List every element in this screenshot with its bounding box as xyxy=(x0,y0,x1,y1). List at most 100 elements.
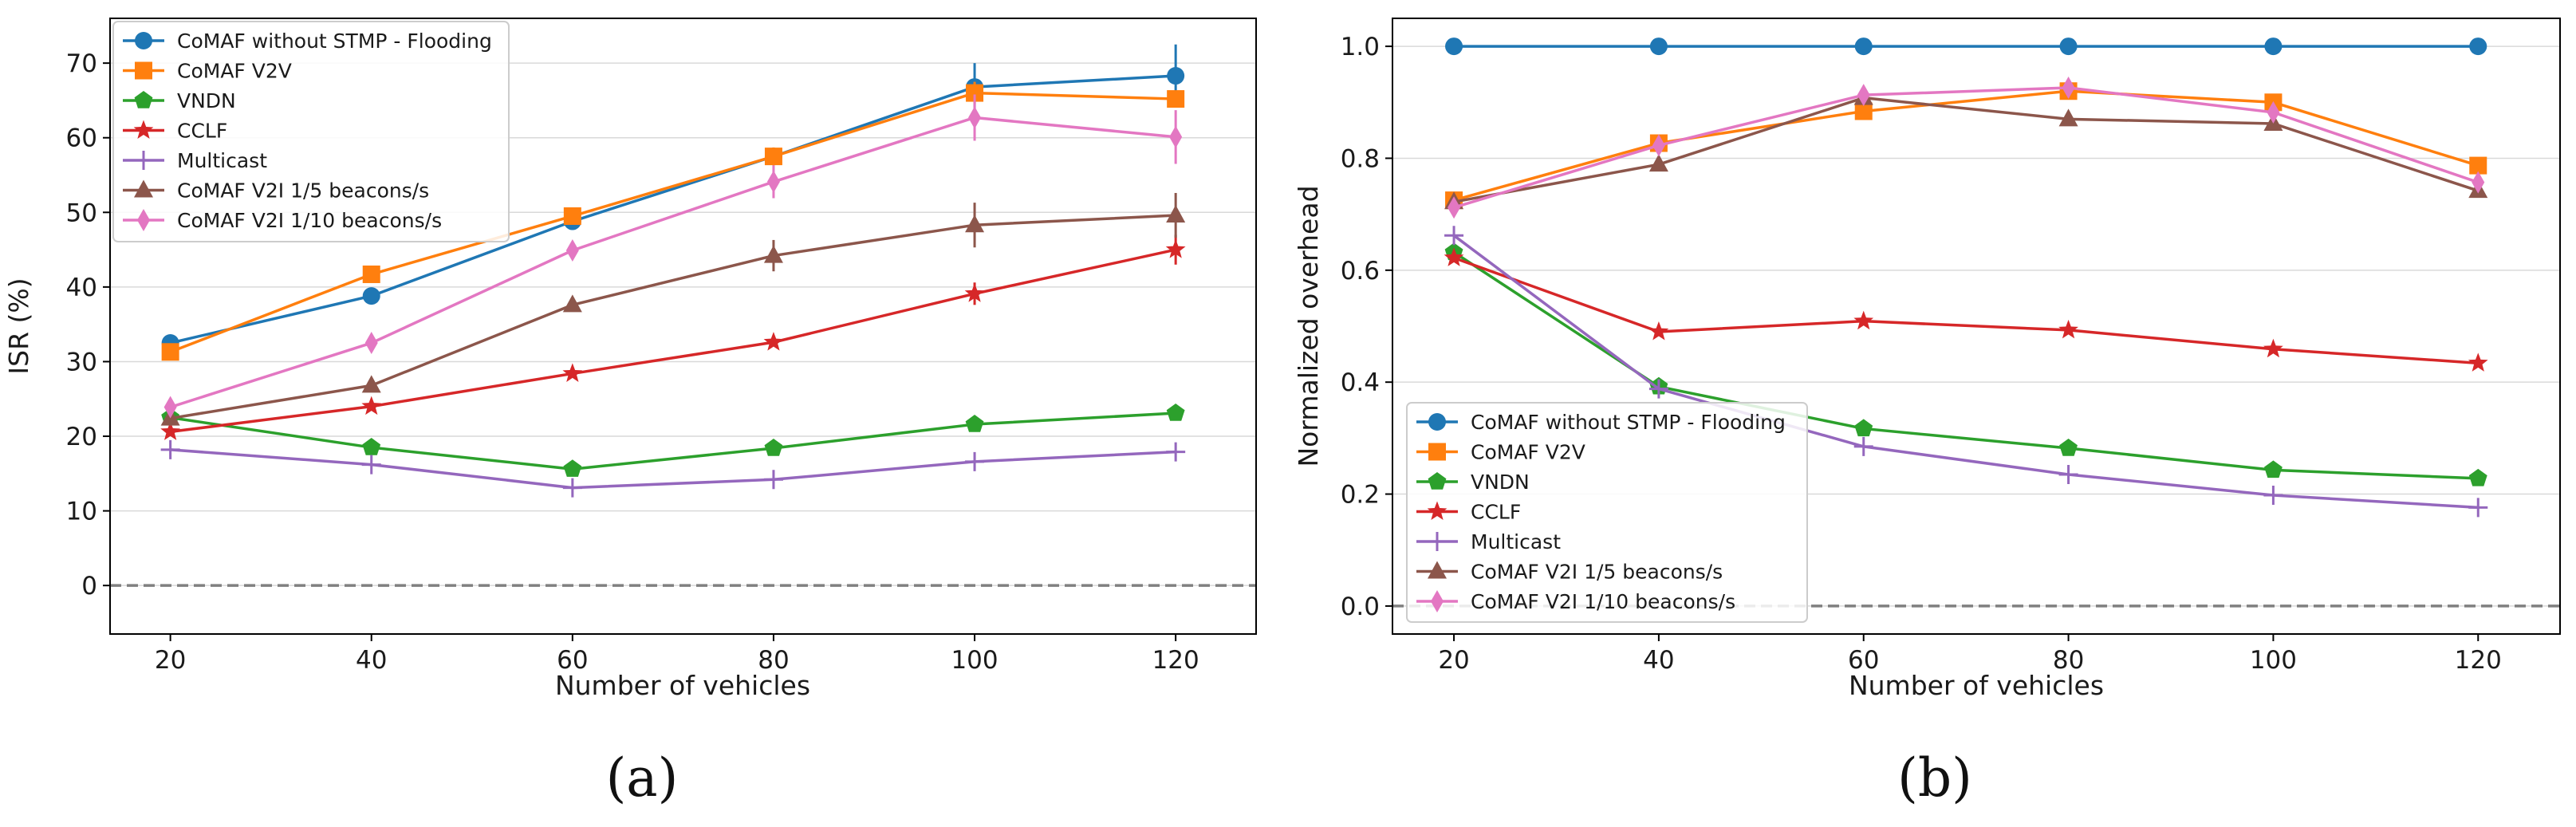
data-point xyxy=(362,438,381,455)
legend-frame xyxy=(1406,402,1808,623)
data-point xyxy=(2264,37,2283,56)
series-comaf-v2i-1-10-beacons-s xyxy=(163,94,1183,419)
legend-entry-comaf-v2i-1-10-beacons-s: CoMAF V2I 1/10 beacons/s xyxy=(1471,590,1735,613)
data-point xyxy=(364,332,378,355)
y-tick-label: 0 xyxy=(81,572,97,601)
data-point xyxy=(563,459,582,477)
data-point xyxy=(1166,442,1186,462)
panel-label: (b) xyxy=(1897,747,1972,809)
x-tick-label: 40 xyxy=(356,646,387,675)
data-point xyxy=(1167,67,1185,85)
data-point xyxy=(2468,352,2488,372)
data-point xyxy=(1166,205,1186,223)
y-tick-label: 50 xyxy=(66,199,97,227)
series-line xyxy=(1453,86,2479,209)
y-axis-label: Normalized overhead xyxy=(1293,185,1324,467)
data-point xyxy=(160,439,180,459)
data-point xyxy=(361,375,381,393)
data-point xyxy=(1648,154,1668,172)
x-tick-label: 40 xyxy=(1643,646,1674,675)
data-point xyxy=(1652,134,1665,157)
legend-marker xyxy=(133,120,154,140)
y-axis-label: ISR (%) xyxy=(3,278,34,374)
panel-label: (a) xyxy=(606,747,679,809)
series-line xyxy=(1453,89,2479,202)
legend-entry-vndn: VNDN xyxy=(177,89,236,112)
x-tick-label: 80 xyxy=(2053,646,2084,675)
chart-panel-a: 0 10 20 30 40 50 60 70 20 40 60 80 100 120 Number of v… xyxy=(3,18,1257,809)
data-point xyxy=(2059,37,2078,56)
data-point xyxy=(362,287,380,305)
legend-marker xyxy=(135,32,152,49)
data-point xyxy=(2058,108,2078,127)
legend-entry-comaf-v2i-1-5-beacons-s: CoMAF V2I 1/5 beacons/s xyxy=(177,179,429,203)
data-point xyxy=(1167,90,1185,108)
legend-marker xyxy=(134,91,153,108)
data-point xyxy=(1853,436,1873,456)
data-point xyxy=(763,332,784,351)
legend-entry-multicast: Multicast xyxy=(1471,530,1561,553)
data-point xyxy=(2263,338,2283,358)
x-tick-label: 20 xyxy=(155,646,186,675)
legend-entry-vndn: VNDN xyxy=(1471,471,1530,494)
legend-entry-comaf-without-stmp-flooding: CoMAF without STMP - Flooding xyxy=(1471,411,1786,434)
plot-frame xyxy=(109,18,1257,635)
data-point xyxy=(362,265,380,283)
series-multicast xyxy=(160,439,1186,498)
data-point xyxy=(964,283,985,302)
x-tick-label: 120 xyxy=(2455,646,2502,675)
data-point xyxy=(163,396,177,419)
data-point xyxy=(1648,321,1669,341)
data-point xyxy=(562,478,582,498)
legend-entry-comaf-v2i-1-10-beacons-s: CoMAF V2I 1/10 beacons/s xyxy=(177,209,442,232)
data-point xyxy=(2264,460,2283,478)
legend-entry-comaf-without-stmp-flooding: CoMAF without STMP - Flooding xyxy=(177,30,492,53)
x-axis-label: Number of vehicles xyxy=(555,670,810,701)
data-point xyxy=(968,106,982,129)
legend-marker xyxy=(1428,413,1446,431)
series-line xyxy=(170,214,1176,420)
data-point xyxy=(965,451,985,471)
data-point xyxy=(562,294,582,313)
legend-marker xyxy=(137,209,150,231)
data-point xyxy=(965,215,985,233)
series-line xyxy=(1453,234,2479,510)
data-point xyxy=(2059,438,2078,456)
legend-marker xyxy=(134,151,153,170)
data-point xyxy=(1649,37,1668,56)
y-tick-label: 0.4 xyxy=(1341,368,1380,397)
data-point xyxy=(965,415,984,432)
data-point xyxy=(1853,310,1874,330)
data-point xyxy=(2058,464,2078,484)
y-tick-label: 40 xyxy=(66,274,97,302)
y-tick-label: 0.2 xyxy=(1341,481,1380,510)
series-comaf-v2v xyxy=(1445,82,2487,210)
data-point xyxy=(565,239,579,262)
y-tick-label: 30 xyxy=(66,348,97,376)
legend-marker xyxy=(1427,501,1448,521)
series-line xyxy=(170,448,1176,490)
legend-entry-comaf-v2v: CoMAF V2V xyxy=(1471,441,1585,464)
legend: CoMAF without STMP - Flooding CoMAF V2V VN… xyxy=(1406,402,1808,623)
series-line xyxy=(1453,256,2479,365)
legend-frame xyxy=(112,21,510,242)
legend-entry-cclf: CCLF xyxy=(1471,501,1521,524)
data-point xyxy=(1857,84,1870,107)
legend-entry-comaf-v2v: CoMAF V2V xyxy=(177,60,292,83)
series-comaf-v2i-1-5-beacons-s xyxy=(1444,87,2488,210)
series-line xyxy=(170,116,1176,409)
x-tick-label: 100 xyxy=(2250,646,2297,675)
data-point xyxy=(1165,239,1186,258)
y-tick-label: 1.0 xyxy=(1341,33,1380,61)
series-comaf-v2v xyxy=(161,81,1185,361)
series-line xyxy=(170,91,1176,353)
data-point xyxy=(2469,156,2487,175)
data-point xyxy=(763,470,783,490)
data-point xyxy=(766,170,780,193)
data-point xyxy=(966,84,984,102)
data-point xyxy=(361,455,381,475)
data-point xyxy=(361,396,382,415)
data-point xyxy=(1448,196,1461,219)
y-tick-label: 70 xyxy=(66,49,97,78)
